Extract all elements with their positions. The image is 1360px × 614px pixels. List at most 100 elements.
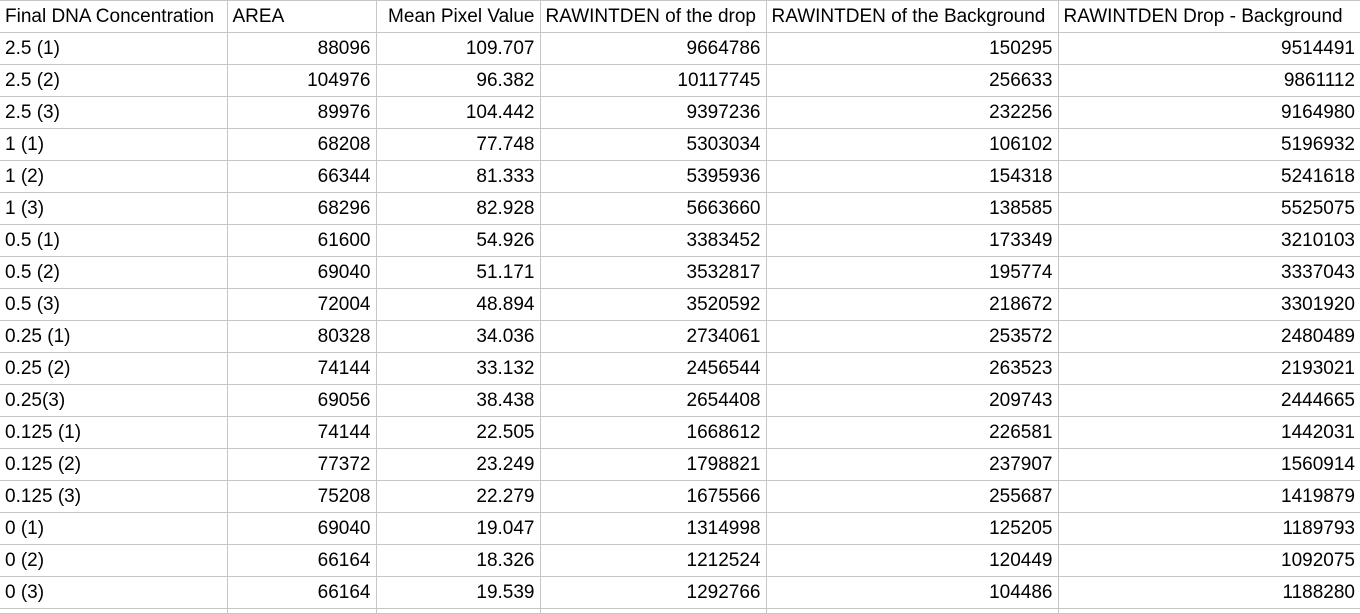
cell[interactable]: 104.442 (376, 96, 541, 129)
cell[interactable]: 1188280 (1058, 576, 1360, 609)
cell[interactable]: 1668612 (540, 416, 767, 449)
cell[interactable]: 80328 (227, 320, 377, 353)
cell[interactable]: 154318 (766, 160, 1059, 193)
cell[interactable]: 3520592 (540, 288, 767, 321)
cell[interactable]: 66164 (227, 544, 377, 577)
cell[interactable]: 104486 (766, 576, 1059, 609)
cell[interactable]: 5303034 (540, 128, 767, 161)
cell[interactable]: 2.5 (3) (0, 96, 228, 129)
cell[interactable]: 1560914 (1058, 448, 1360, 481)
cell[interactable]: 88096 (227, 32, 377, 65)
cell[interactable]: 2.5 (2) (0, 64, 228, 97)
cell[interactable]: 72004 (227, 288, 377, 321)
cell[interactable]: 106102 (766, 128, 1059, 161)
cell[interactable]: 9514491 (1058, 32, 1360, 65)
cell[interactable]: 109.707 (376, 32, 541, 65)
cell[interactable]: 69040 (227, 512, 377, 545)
cell[interactable]: 22.505 (376, 416, 541, 449)
cell[interactable]: 0.5 (1) (0, 224, 228, 257)
cell[interactable]: 23.249 (376, 448, 541, 481)
cell[interactable]: 3301920 (1058, 288, 1360, 321)
cell[interactable]: 48.894 (376, 288, 541, 321)
cell[interactable]: 5525075 (1058, 192, 1360, 225)
cell[interactable]: 195774 (766, 256, 1059, 289)
cell[interactable]: 54.926 (376, 224, 541, 257)
cell[interactable]: 19.539 (376, 576, 541, 609)
cell[interactable]: 2456544 (540, 352, 767, 385)
cell[interactable] (540, 608, 767, 614)
cell[interactable]: 66344 (227, 160, 377, 193)
cell[interactable]: 0.125 (1) (0, 416, 228, 449)
cell[interactable]: 5395936 (540, 160, 767, 193)
cell[interactable]: 5241618 (1058, 160, 1360, 193)
cell[interactable]: 1314998 (540, 512, 767, 545)
cell[interactable]: 9164980 (1058, 96, 1360, 129)
cell[interactable]: 1419879 (1058, 480, 1360, 513)
cell[interactable]: 237907 (766, 448, 1059, 481)
cell[interactable]: 0.125 (2) (0, 448, 228, 481)
cell[interactable]: 33.132 (376, 352, 541, 385)
cell[interactable]: 0.25 (2) (0, 352, 228, 385)
cell[interactable]: 173349 (766, 224, 1059, 257)
cell[interactable]: 255687 (766, 480, 1059, 513)
cell[interactable]: 1189793 (1058, 512, 1360, 545)
cell[interactable]: 2193021 (1058, 352, 1360, 385)
cell[interactable] (376, 608, 541, 614)
cell[interactable]: 3532817 (540, 256, 767, 289)
cell[interactable]: 69040 (227, 256, 377, 289)
cell[interactable]: 1212524 (540, 544, 767, 577)
cell[interactable]: 2734061 (540, 320, 767, 353)
cell[interactable]: 120449 (766, 544, 1059, 577)
cell[interactable]: 125205 (766, 512, 1059, 545)
header-cell-final-dna-concentration[interactable]: Final DNA Concentration (0, 0, 228, 33)
cell[interactable]: 3210103 (1058, 224, 1360, 257)
cell[interactable]: 74144 (227, 416, 377, 449)
cell[interactable]: 0.25(3) (0, 384, 228, 417)
cell[interactable]: 2480489 (1058, 320, 1360, 353)
cell[interactable]: 253572 (766, 320, 1059, 353)
cell[interactable]: 61600 (227, 224, 377, 257)
cell[interactable]: 10117745 (540, 64, 767, 97)
cell[interactable]: 19.047 (376, 512, 541, 545)
cell[interactable]: 0 (2) (0, 544, 228, 577)
cell[interactable] (227, 608, 377, 614)
cell[interactable]: 1 (2) (0, 160, 228, 193)
cell[interactable]: 81.333 (376, 160, 541, 193)
cell[interactable]: 0.125 (3) (0, 480, 228, 513)
cell[interactable]: 9664786 (540, 32, 767, 65)
cell[interactable]: 256633 (766, 64, 1059, 97)
header-cell-rawintden-drop-minus-background[interactable]: RAWINTDEN Drop - Background (1058, 0, 1360, 33)
header-cell-rawintden-drop[interactable]: RAWINTDEN of the drop (540, 0, 767, 33)
cell[interactable]: 104976 (227, 64, 377, 97)
cell[interactable]: 150295 (766, 32, 1059, 65)
cell[interactable]: 96.382 (376, 64, 541, 97)
cell[interactable]: 5196932 (1058, 128, 1360, 161)
cell[interactable]: 68296 (227, 192, 377, 225)
cell[interactable]: 0 (1) (0, 512, 228, 545)
cell[interactable]: 2444665 (1058, 384, 1360, 417)
header-cell-mean-pixel-value[interactable]: Mean Pixel Value (376, 0, 541, 33)
cell[interactable]: 74144 (227, 352, 377, 385)
cell[interactable]: 1675566 (540, 480, 767, 513)
cell[interactable]: 82.928 (376, 192, 541, 225)
cell[interactable]: 1092075 (1058, 544, 1360, 577)
header-cell-area[interactable]: AREA (227, 0, 377, 33)
cell[interactable]: 38.438 (376, 384, 541, 417)
cell[interactable]: 5663660 (540, 192, 767, 225)
cell[interactable]: 1292766 (540, 576, 767, 609)
cell[interactable]: 22.279 (376, 480, 541, 513)
cell[interactable]: 69056 (227, 384, 377, 417)
cell[interactable]: 77.748 (376, 128, 541, 161)
cell[interactable]: 209743 (766, 384, 1059, 417)
cell[interactable]: 2.5 (1) (0, 32, 228, 65)
cell[interactable]: 75208 (227, 480, 377, 513)
cell[interactable]: 2654408 (540, 384, 767, 417)
cell[interactable]: 9861112 (1058, 64, 1360, 97)
cell[interactable] (766, 608, 1059, 614)
cell[interactable]: 68208 (227, 128, 377, 161)
cell[interactable]: 1 (3) (0, 192, 228, 225)
cell[interactable]: 1798821 (540, 448, 767, 481)
cell[interactable]: 263523 (766, 352, 1059, 385)
cell[interactable]: 0.5 (3) (0, 288, 228, 321)
cell[interactable]: 232256 (766, 96, 1059, 129)
